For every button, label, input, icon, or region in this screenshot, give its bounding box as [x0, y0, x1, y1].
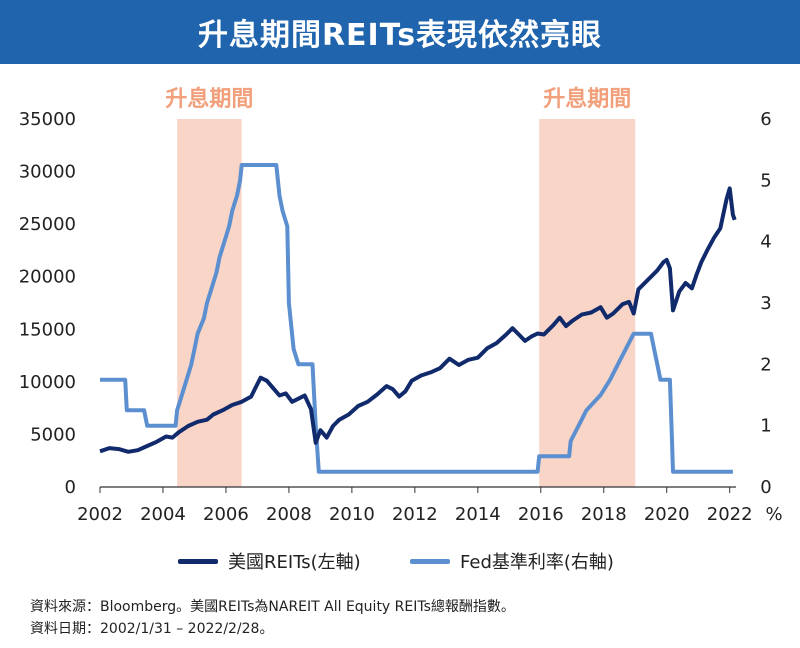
y-left-tick-label-10000: 10000	[19, 372, 76, 393]
y-left-tick-label-30000: 30000	[19, 162, 76, 183]
y-right-tick-label-3: 3	[760, 293, 771, 314]
y-right-tick-label-4: 4	[760, 232, 771, 253]
x-tick-label-2006: 2006	[203, 504, 249, 525]
legend-item-reits: 美國REITs(左軸)	[178, 548, 361, 574]
y-right-tick-label-0: 0	[760, 477, 771, 498]
legend-label-reits: 美國REITs(左軸)	[228, 552, 361, 573]
shaded-period-label-0: 升息期間	[165, 86, 253, 112]
legend-swatch-fed	[410, 558, 450, 564]
y-left-tick-label-35000: 35000	[19, 109, 76, 130]
y-right-tick-label-6: 6	[760, 109, 771, 130]
source-line-2: 資料日期：2002/1/31 – 2022/2/28。	[30, 621, 274, 637]
x-tick-label-2004: 2004	[140, 504, 186, 525]
shaded-period-label-1: 升息期間	[543, 86, 631, 112]
series-line-fed	[100, 163, 733, 474]
x-tick-label-2012: 2012	[392, 504, 438, 525]
legend-swatch-reits	[178, 558, 218, 564]
y-left-tick-label-20000: 20000	[19, 267, 76, 288]
source-line-1: 資料來源：Bloomberg。美國REITs為NAREIT All Equity…	[30, 599, 515, 615]
chart-legend: 美國REITs(左軸) Fed基準利率(右軸)	[0, 548, 800, 584]
y-right-unit-label: %	[765, 504, 782, 525]
x-tick-label-2014: 2014	[455, 504, 501, 525]
x-tick-label-2016: 2016	[518, 504, 564, 525]
legend-item-fed: Fed基準利率(右軸)	[410, 548, 614, 574]
shaded-period-0	[177, 119, 242, 487]
x-tick-label-2022: 2022	[707, 504, 753, 525]
y-right-tick-label-1: 1	[760, 416, 771, 437]
x-tick-label-2018: 2018	[581, 504, 627, 525]
source-note: 資料來源：Bloomberg。美國REITs為NAREIT All Equity…	[30, 596, 515, 640]
x-tick-label-2008: 2008	[266, 504, 312, 525]
legend-label-fed: Fed基準利率(右軸)	[460, 552, 614, 573]
x-tick-label-2020: 2020	[644, 504, 690, 525]
y-left-tick-label-0: 0	[65, 477, 76, 498]
series-line-reits	[99, 186, 737, 454]
y-left-tick-label-25000: 25000	[19, 214, 76, 235]
x-tick-label-2002: 2002	[77, 504, 123, 525]
y-right-tick-label-5: 5	[760, 170, 771, 191]
chart-title: 升息期間REITs表現依然亮眼	[0, 0, 800, 64]
y-left-tick-label-5000: 5000	[30, 424, 76, 445]
shaded-period-1	[539, 119, 636, 487]
y-right-tick-label-2: 2	[760, 354, 771, 375]
x-tick-label-2010: 2010	[329, 504, 375, 525]
y-left-tick-label-15000: 15000	[19, 319, 76, 340]
